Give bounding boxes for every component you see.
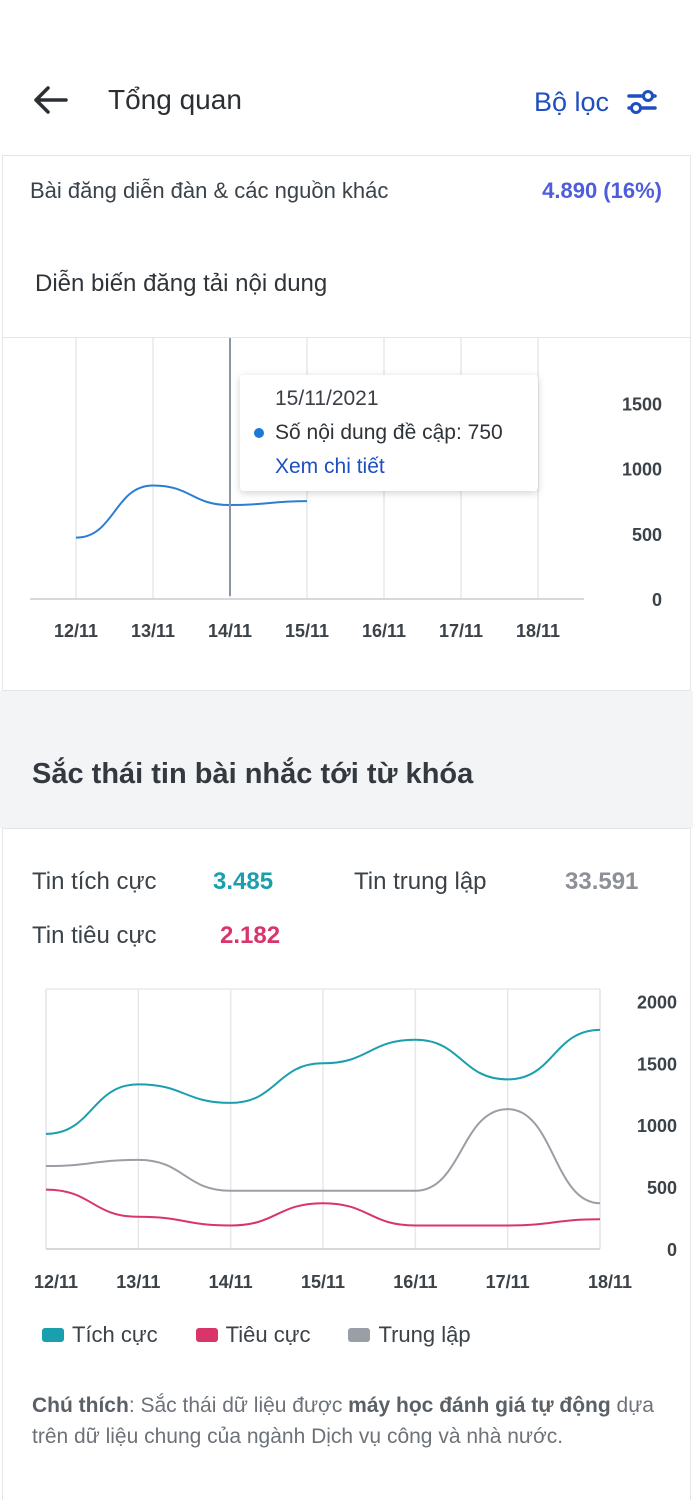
negative-value-wrap: 2.182 [220, 922, 280, 950]
filter-label: Bộ lọc [534, 86, 610, 117]
neutral-value-wrap: 33.591 [565, 868, 638, 896]
x-tick-label: 18/11 [588, 1272, 632, 1292]
x-tick-label: 13/11 [131, 621, 175, 641]
y-tick-label: 1000 [637, 1116, 677, 1136]
note-text-2: dựa trên dữ liệu chung của ngành Dịch vụ… [32, 1394, 654, 1448]
legend-label: Trung lập [378, 1322, 471, 1347]
series-line-2 [45, 1108, 601, 1205]
y-tick-label: 0 [667, 1240, 677, 1260]
neutral-value: 33.591 [565, 868, 639, 895]
x-tick-label: 17/11 [439, 621, 483, 641]
note-bold: máy học đánh giá tự động [348, 1394, 611, 1417]
legend-item-negative[interactable]: Tiêu cực [195, 1322, 311, 1348]
back-button[interactable] [30, 80, 78, 120]
y-tick-label: 2000 [637, 992, 677, 1012]
neutral-stat: Tin trung lập [354, 868, 487, 896]
x-tick-label: 15/11 [301, 1272, 345, 1292]
legend-label: Tiêu cực [225, 1322, 311, 1347]
positive-label: Tin tích cực [32, 868, 157, 895]
x-tick-label: 15/11 [285, 621, 329, 641]
chart-tooltip: 15/11/2021 Số nội dung đề cập: 750 Xem c… [240, 375, 538, 491]
page-title: Tổng quan [108, 84, 242, 115]
tooltip-date: 15/11/2021 [275, 387, 379, 410]
y-tick-label: 0 [652, 590, 662, 610]
negative-stat: Tin tiêu cực [32, 922, 157, 950]
sentiment-section-title: Sắc thái tin bài nhắc tới từ khóa [32, 758, 474, 790]
x-tick-label: 13/11 [116, 1272, 160, 1292]
negative-label: Tin tiêu cực [32, 922, 157, 949]
note-prefix: Chú thích [32, 1394, 129, 1417]
sentiment-card [2, 828, 691, 1500]
x-tick-label: 17/11 [486, 1272, 530, 1292]
sentiment-chart[interactable]: 12/11 13/11 14/11 15/11 16/11 17/11 18/11 0 500 1… [0, 980, 693, 1300]
view-details-link[interactable]: Xem chi tiết [275, 455, 385, 478]
x-tick-label: 18/11 [516, 621, 560, 641]
forum-sources-value: 4.890 (16%) [542, 178, 662, 203]
legend-swatch [195, 1328, 218, 1342]
series-line [75, 484, 308, 539]
x-tick-label: 16/11 [393, 1272, 437, 1292]
forum-sources-label: Bài đăng diễn đàn & các nguồn khác [30, 178, 389, 203]
note-text-1: : Sắc thái dữ liệu được [128, 1394, 349, 1417]
x-tick-label: 12/11 [54, 621, 98, 641]
legend-swatch [42, 1328, 64, 1342]
content-trend-title: Diễn biến đăng tải nội dung [35, 270, 328, 297]
x-tick-label: 14/11 [208, 621, 252, 641]
series-dot-icon [254, 428, 264, 438]
x-tick-label: 12/11 [34, 1272, 78, 1292]
tooltip-metric-text: Số nội dung đề cập: 750 [275, 421, 503, 444]
x-tick-label: 16/11 [362, 621, 406, 641]
legend-item-positive[interactable]: Tích cực [42, 1322, 158, 1348]
y-tick-label: 500 [632, 525, 662, 545]
legend-swatch [348, 1328, 371, 1342]
positive-value: 3.485 [213, 868, 274, 895]
legend-item-neutral[interactable]: Trung lập [348, 1322, 471, 1348]
sentiment-note: Chú thích: Sắc thái dữ liệu được máy học… [32, 1390, 657, 1452]
arrow-left-icon [34, 86, 68, 114]
section-header-band [0, 691, 693, 828]
chart-legend: Tích cực Tiêu cực Trung lập [42, 1322, 509, 1348]
app-header: Tổng quan Bộ lọc [0, 0, 693, 155]
y-tick-label: 1500 [622, 394, 662, 414]
negative-value: 2.182 [220, 922, 281, 949]
positive-value-wrap: 3.485 [213, 868, 273, 896]
forum-sources-row[interactable]: Bài đăng diễn đàn & các nguồn khác 4.890… [30, 178, 662, 204]
y-tick-label: 1000 [622, 460, 662, 480]
filter-button[interactable]: Bộ lọc [534, 82, 657, 122]
y-tick-label: 500 [647, 1178, 677, 1198]
series-line-0 [45, 1028, 601, 1135]
x-tick-label: 14/11 [209, 1272, 253, 1292]
neutral-label: Tin trung lập [354, 868, 487, 895]
series-line-1 [45, 1188, 601, 1227]
divider [2, 337, 691, 338]
positive-stat: Tin tích cực [32, 868, 157, 896]
y-tick-label: 1500 [637, 1054, 677, 1074]
sliders-icon [627, 90, 657, 114]
tooltip-metric: Số nội dung đề cập: 750 [254, 421, 503, 445]
legend-label: Tích cực [72, 1322, 158, 1347]
